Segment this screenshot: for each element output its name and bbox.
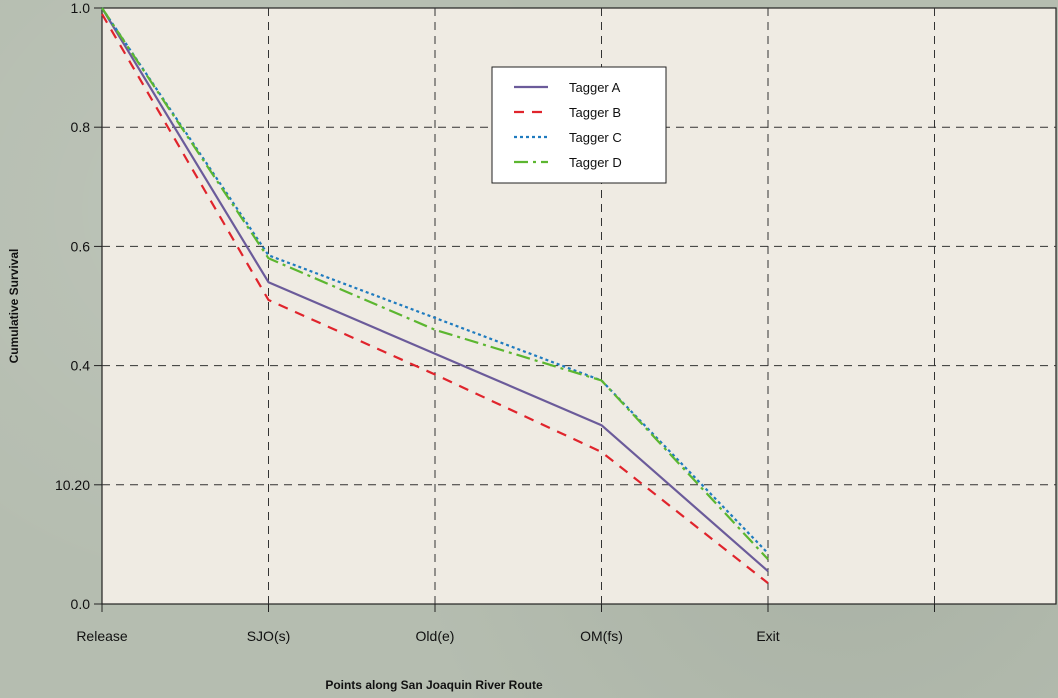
series-line-tagger-b — [101, 13, 769, 584]
y-tick-label: 0.0 — [71, 596, 91, 612]
x-tick-label: OM(fs) — [580, 628, 623, 644]
x-tick-label: Release — [76, 628, 128, 644]
series-lines — [101, 7, 769, 584]
series-line-tagger-d — [101, 7, 769, 561]
axes: 0.0 10.20 0.4 0.6 0.8 1.0 Release SJO(s) Old(e) O… — [55, 0, 935, 644]
y-tick-label: 0.4 — [71, 358, 91, 374]
legend-label: Tagger C — [569, 130, 622, 145]
legend-label: Tagger B — [569, 105, 621, 120]
legend-label: Tagger D — [569, 155, 622, 170]
y-axis-title: Cumulative Survival — [7, 249, 21, 364]
x-tick-label: SJO(s) — [247, 628, 291, 644]
series-line-tagger-c — [101, 7, 769, 555]
x-axis-title: Points along San Joaquin River Route — [325, 678, 543, 692]
legend: Tagger A Tagger B Tagger C Tagger D — [491, 66, 667, 184]
x-tick-label: Old(e) — [416, 628, 455, 644]
y-tick-label: 0.6 — [71, 238, 91, 254]
y-tick-label: 0.8 — [71, 119, 91, 135]
y-tick-label: 10.20 — [55, 477, 90, 493]
legend-label: Tagger A — [569, 80, 621, 95]
y-tick-label: 1.0 — [71, 0, 91, 16]
x-tick-label: Exit — [756, 628, 779, 644]
series-line-tagger-a — [101, 7, 769, 573]
